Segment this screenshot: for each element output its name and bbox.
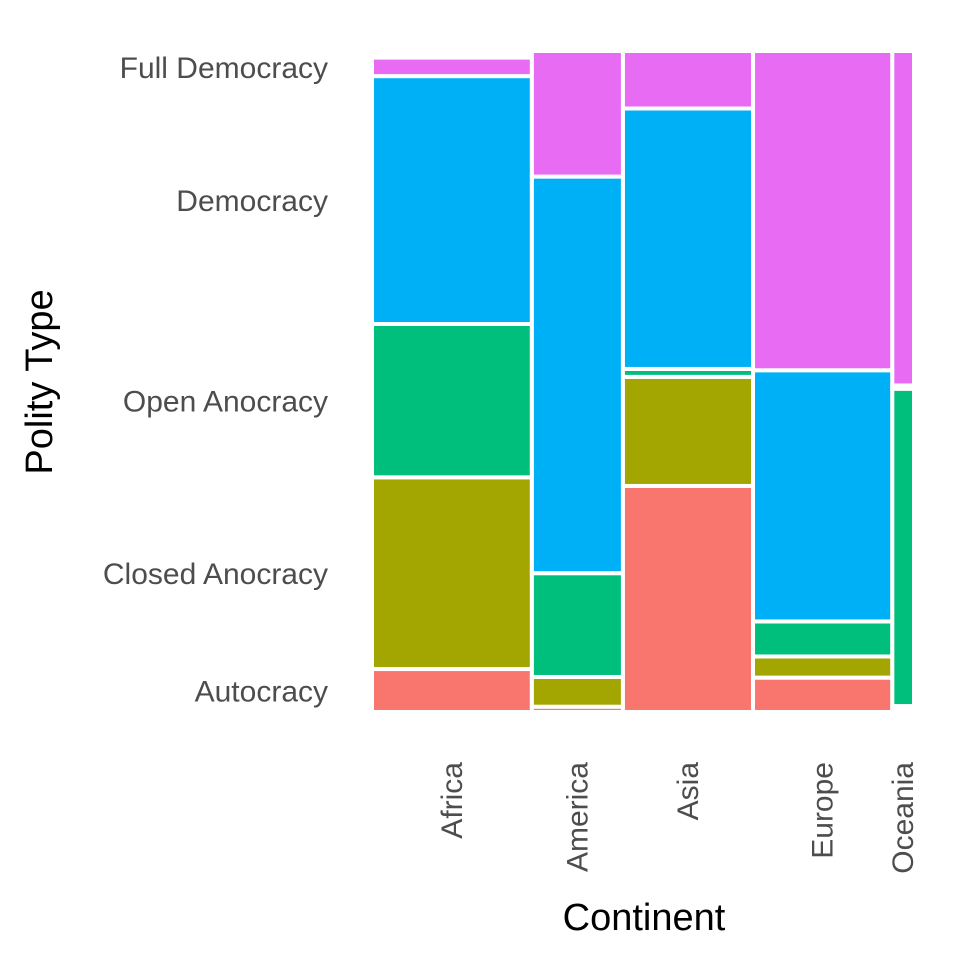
tile-america-closed-anocracy: [529, 674, 625, 709]
plot-area: [370, 49, 917, 715]
tile-oceania-full-democracy: [890, 49, 917, 388]
y-tick-label-democracy: Democracy: [176, 185, 328, 218]
y-tick-label-open-anocracy: Open Anocracy: [123, 386, 328, 419]
tile-europe-closed-anocracy: [751, 654, 895, 680]
tile-europe-open-anocracy: [751, 619, 895, 659]
tile-asia-closed-anocracy: [620, 374, 756, 488]
tile-america-open-anocracy: [529, 571, 625, 679]
tile-africa-full-democracy: [370, 55, 534, 79]
tile-asia-full-democracy: [620, 49, 756, 111]
tile-europe-full-democracy: [751, 49, 895, 373]
tile-africa-democracy: [370, 74, 534, 326]
tile-america-democracy: [529, 174, 625, 576]
tile-europe-democracy: [751, 368, 895, 624]
tile-africa-closed-anocracy: [370, 475, 534, 672]
y-tick-label-autocracy: Autocracy: [195, 676, 328, 709]
tile-oceania-open-anocracy: [890, 386, 917, 709]
tile-asia-democracy: [620, 106, 756, 371]
tile-asia-autocracy: [620, 483, 756, 714]
y-axis-tick-labels: Full Democracy Democracy Open Anocracy Clos…: [103, 52, 328, 709]
tile-europe-autocracy: [751, 675, 895, 714]
x-tick-label-africa: Africa: [436, 762, 469, 839]
tile-america-full-democracy: [529, 49, 625, 179]
x-tick-label-america: America: [561, 762, 594, 872]
tile-africa-autocracy: [370, 667, 534, 714]
y-tick-label-full-democracy: Full Democracy: [120, 52, 328, 85]
x-tick-label-asia: Asia: [672, 762, 705, 821]
x-tick-label-europe: Europe: [807, 762, 840, 859]
y-axis-title: Polity Type: [19, 289, 61, 474]
x-tick-label-oceania: Oceania: [887, 762, 920, 874]
x-axis-title: Continent: [563, 897, 726, 939]
y-tick-label-closed-anocracy: Closed Anocracy: [103, 558, 328, 591]
x-axis-tick-labels: Africa America Asia Europe Oceania: [436, 762, 920, 874]
tile-africa-open-anocracy: [370, 321, 534, 480]
